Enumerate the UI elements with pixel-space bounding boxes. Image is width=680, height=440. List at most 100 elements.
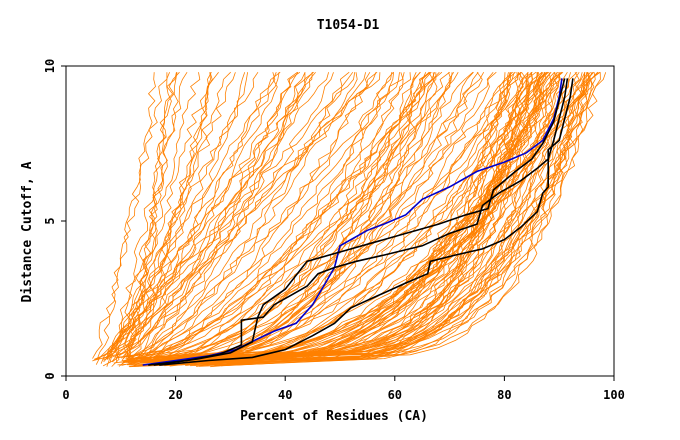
- background-curve: [137, 72, 437, 367]
- background-curve: [214, 72, 561, 366]
- x-tick-label: 0: [62, 388, 69, 402]
- background-curve: [186, 71, 483, 362]
- background-curve: [106, 71, 281, 367]
- background-curve: [106, 71, 301, 359]
- background-curve: [128, 72, 172, 361]
- background-curve: [210, 72, 539, 360]
- background-curve: [117, 71, 516, 366]
- background-curve: [164, 71, 564, 367]
- highlight-curve-3: [153, 78, 566, 366]
- background-curve: [116, 71, 497, 358]
- background-curve: [127, 71, 354, 362]
- background-curve: [193, 72, 529, 366]
- background-curve: [220, 72, 590, 365]
- highlight-curve-1: [142, 78, 563, 366]
- background-curve: [168, 71, 432, 362]
- background-curve: [158, 71, 474, 366]
- background-curve: [125, 71, 543, 363]
- background-curve: [107, 71, 180, 361]
- background-curve: [121, 71, 299, 359]
- background-curve: [129, 71, 219, 362]
- background-curve: [133, 72, 246, 364]
- background-curve: [146, 71, 474, 363]
- background-curve: [211, 71, 601, 363]
- background-curve: [140, 72, 405, 359]
- highlight-curves: [142, 78, 574, 366]
- background-curve: [126, 72, 201, 361]
- background-curve: [126, 71, 559, 360]
- background-curve: [204, 72, 509, 363]
- highlight-curve-4: [159, 78, 574, 366]
- y-tick-label: 5: [43, 217, 57, 224]
- background-curve: [204, 72, 547, 360]
- background-curve: [131, 71, 378, 367]
- background-curve: [154, 71, 533, 359]
- y-tick-label: 10: [43, 59, 57, 73]
- background-curve: [153, 71, 595, 362]
- background-curve: [152, 72, 427, 363]
- background-curve: [126, 72, 558, 362]
- background-curve: [220, 71, 527, 359]
- background-curve: [217, 71, 548, 362]
- background-curve: [92, 72, 170, 359]
- background-curve: [159, 71, 568, 363]
- background-curves: [92, 71, 607, 368]
- background-curve: [223, 72, 506, 366]
- background-curve: [126, 72, 539, 359]
- background-curve: [127, 72, 393, 359]
- background-curve: [122, 72, 280, 360]
- background-curve: [147, 72, 404, 363]
- background-curve: [112, 71, 298, 363]
- background-curve: [226, 72, 556, 365]
- background-curve: [121, 71, 316, 365]
- background-curve: [146, 72, 607, 361]
- background-curve: [119, 72, 533, 363]
- background-curve: [129, 72, 512, 368]
- background-curve: [96, 72, 156, 360]
- background-curve: [214, 72, 529, 366]
- background-curve: [150, 71, 546, 361]
- background-curve: [221, 72, 586, 360]
- background-curve: [136, 71, 513, 363]
- background-curve: [169, 71, 443, 367]
- x-axis-label: Percent of Residues (CA): [240, 409, 428, 424]
- background-curve: [194, 71, 600, 359]
- background-curve: [117, 71, 394, 359]
- background-curve: [121, 71, 231, 361]
- background-curve: [133, 71, 562, 367]
- background-curve: [126, 71, 561, 366]
- background-curve: [146, 71, 537, 364]
- background-curve: [121, 71, 431, 362]
- background-curve: [139, 71, 421, 362]
- background-curve: [121, 72, 459, 366]
- background-curve: [129, 72, 434, 364]
- background-curve: [189, 71, 455, 360]
- x-tick-label: 100: [603, 388, 625, 402]
- y-tick-label: 0: [43, 372, 57, 379]
- background-curve: [127, 72, 358, 359]
- x-tick-label: 80: [497, 388, 511, 402]
- background-curve: [103, 72, 381, 360]
- background-curve: [164, 72, 592, 359]
- background-curve: [116, 71, 432, 358]
- background-curve: [190, 72, 571, 367]
- chart-title: T1054-D1: [317, 18, 380, 33]
- background-curve: [224, 72, 560, 362]
- background-curve: [158, 71, 479, 365]
- background-curve: [142, 71, 591, 363]
- background-curve: [102, 71, 314, 361]
- background-curve: [100, 72, 248, 364]
- background-curve: [122, 72, 306, 362]
- background-curve: [148, 72, 436, 360]
- background-curve: [128, 72, 400, 365]
- x-tick-label: 40: [278, 388, 292, 402]
- background-curve: [182, 71, 524, 364]
- background-curve: [124, 71, 371, 363]
- background-curve: [94, 71, 314, 360]
- x-axis: 0 20 40 60 80 100: [62, 376, 625, 402]
- background-curve: [155, 72, 580, 366]
- x-tick-label: 60: [388, 388, 402, 402]
- background-curve: [176, 71, 494, 361]
- background-curve: [128, 72, 453, 367]
